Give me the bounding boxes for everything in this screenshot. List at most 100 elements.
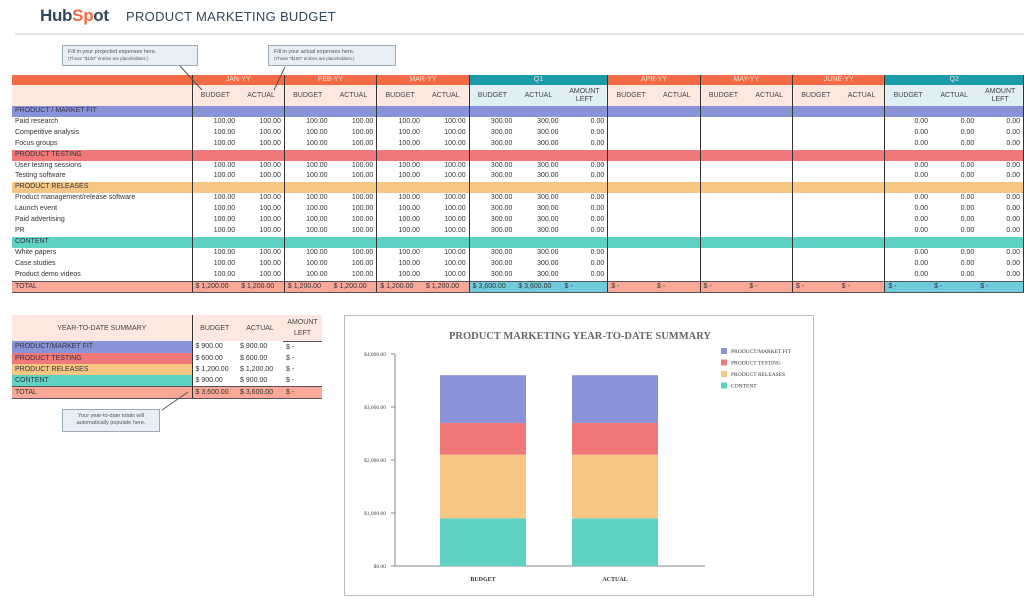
section-cell[interactable] (422, 182, 470, 194)
value-cell[interactable]: 100.00 (238, 225, 285, 237)
value-cell[interactable] (700, 215, 746, 226)
value-cell[interactable]: 0.00 (914, 172, 929, 180)
section-cell[interactable] (746, 149, 794, 161)
column-actual[interactable]: ACTUAL (422, 85, 470, 106)
value-cell[interactable]: 100.00 (238, 193, 285, 205)
value-cell[interactable]: 300.00 (490, 117, 513, 125)
value-cell[interactable] (608, 259, 654, 270)
value-cell[interactable] (700, 248, 746, 259)
period-q1[interactable]: Q1 (469, 75, 609, 85)
value-cell[interactable] (746, 127, 794, 139)
section-cell[interactable] (422, 236, 470, 248)
section-cell[interactable] (469, 149, 516, 161)
value-cell[interactable] (746, 171, 794, 183)
value-cell[interactable]: 100.00 (306, 205, 328, 213)
summary-label[interactable]: PRODUCT/MARKET FIT (12, 341, 193, 353)
value-cell[interactable]: 0.00 (914, 259, 929, 267)
value-cell[interactable]: 100.00 (330, 247, 378, 259)
column-budget[interactable]: BUDGET (192, 315, 237, 341)
value-cell[interactable]: 100.00 (422, 269, 470, 281)
value-cell[interactable]: 300.00 (490, 259, 513, 267)
value-cell[interactable] (608, 117, 654, 128)
total-cell[interactable]: $ - (561, 280, 609, 294)
total-cell[interactable]: $ 3,600.00 (515, 280, 562, 294)
section-cell[interactable] (561, 149, 609, 161)
summary-label[interactable]: CONTENT (12, 374, 193, 386)
value-cell[interactable] (608, 270, 654, 281)
value-cell[interactable]: 0.00 (561, 269, 609, 281)
summary-total-value[interactable]: $ 3,600.00 (237, 385, 283, 399)
section-label[interactable]: PRODUCT / MARKET FIT (12, 106, 193, 117)
value-cell[interactable]: 0.00 (914, 216, 929, 224)
column-budget[interactable]: BUDGET (792, 85, 839, 106)
column-amount-left[interactable]: AMOUNT LEFT (977, 85, 1024, 106)
value-cell[interactable]: 300.00 (490, 128, 513, 136)
section-cell[interactable] (931, 182, 978, 194)
summary-value[interactable]: $ 900.00 (240, 376, 268, 384)
value-cell[interactable]: 100.00 (330, 127, 378, 139)
summary-value[interactable]: $ - (286, 343, 295, 351)
column-budget[interactable]: BUDGET (376, 85, 423, 106)
value-cell[interactable] (793, 215, 839, 226)
value-cell[interactable]: 100.00 (213, 226, 236, 234)
section-cell[interactable] (792, 149, 839, 161)
value-cell[interactable]: 0.00 (914, 248, 929, 256)
value-cell[interactable]: 0.00 (561, 247, 609, 259)
value-cell[interactable] (608, 193, 654, 204)
value-cell[interactable]: 100.00 (306, 172, 328, 180)
total-cell[interactable]: $ 1,200.00 (284, 280, 331, 294)
section-cell[interactable] (792, 236, 839, 248)
summary-value[interactable]: $ - (286, 376, 295, 384)
section-cell[interactable] (931, 106, 978, 117)
value-cell[interactable]: 0.00 (561, 204, 609, 216)
value-cell[interactable] (700, 117, 746, 128)
section-cell[interactable] (376, 236, 423, 248)
value-cell[interactable]: 0.00 (914, 139, 929, 147)
value-cell[interactable]: 100.00 (238, 127, 285, 139)
value-cell[interactable]: 100.00 (306, 117, 328, 125)
value-cell[interactable]: 100.00 (213, 139, 236, 147)
value-cell[interactable]: 0.00 (977, 204, 1024, 216)
value-cell[interactable]: 300.00 (490, 270, 513, 278)
column-actual[interactable]: ACTUAL (746, 85, 794, 106)
value-cell[interactable]: 100.00 (213, 172, 236, 180)
value-cell[interactable]: 0.00 (960, 172, 975, 180)
value-cell[interactable]: 0.00 (960, 205, 975, 213)
section-cell[interactable] (884, 106, 932, 117)
value-cell[interactable]: 300.00 (490, 139, 513, 147)
value-cell[interactable] (838, 225, 886, 237)
total-cell[interactable]: $ 3,600.00 (469, 280, 516, 294)
section-cell[interactable] (838, 106, 886, 117)
row-label[interactable]: Product demo videos (12, 269, 193, 281)
value-cell[interactable]: 0.00 (977, 215, 1024, 226)
value-cell[interactable] (838, 127, 886, 139)
value-cell[interactable]: 300.00 (537, 259, 559, 267)
section-cell[interactable] (746, 236, 794, 248)
value-cell[interactable] (793, 128, 839, 139)
period-june-yy[interactable]: JUNE-YY (792, 75, 886, 85)
value-cell[interactable] (653, 138, 701, 150)
section-cell[interactable] (284, 182, 331, 194)
summary-value[interactable]: $ 1,200.00 (195, 365, 229, 373)
value-cell[interactable] (838, 171, 886, 183)
value-cell[interactable] (793, 248, 839, 259)
total-cell[interactable]: $ - (700, 280, 747, 294)
summary-label[interactable]: PRODUCT TESTING (12, 352, 193, 364)
section-cell[interactable] (376, 106, 423, 117)
column-budget[interactable]: BUDGET (884, 85, 932, 106)
section-cell[interactable] (469, 236, 516, 248)
row-label[interactable]: Product management/release software (12, 193, 193, 205)
value-cell[interactable]: 100.00 (213, 117, 236, 125)
value-cell[interactable]: 100.00 (330, 160, 378, 172)
section-cell[interactable] (422, 149, 470, 161)
value-cell[interactable]: 0.00 (960, 216, 975, 224)
value-cell[interactable] (793, 270, 839, 281)
value-cell[interactable] (608, 226, 654, 237)
value-cell[interactable]: 100.00 (398, 128, 420, 136)
value-cell[interactable]: 100.00 (306, 194, 328, 202)
value-cell[interactable] (700, 226, 746, 237)
value-cell[interactable] (653, 116, 701, 128)
column-amount-left[interactable]: AMOUNT LEFT (283, 315, 322, 342)
value-cell[interactable]: 100.00 (398, 226, 420, 234)
value-cell[interactable]: 0.00 (977, 269, 1024, 281)
